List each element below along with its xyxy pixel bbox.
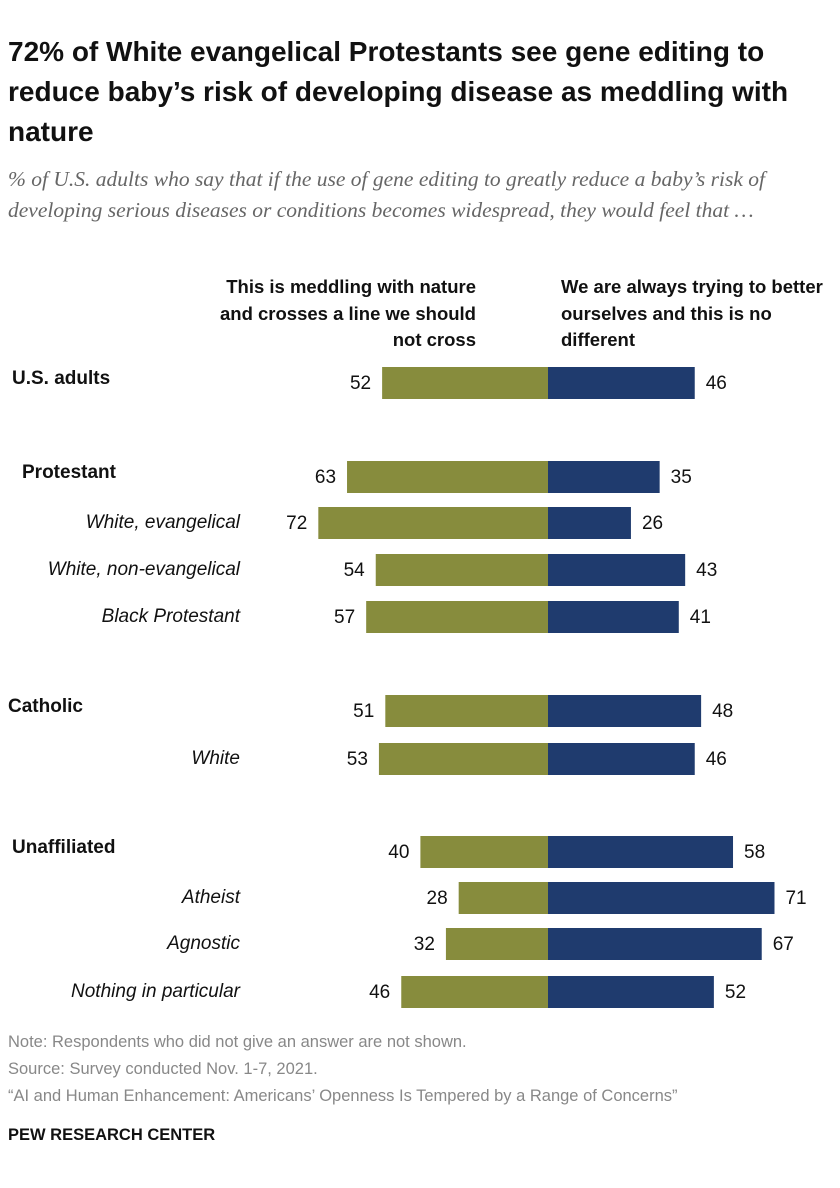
bar: [366, 601, 548, 633]
chart-title: 72% of White evangelical Protestants see…: [8, 36, 789, 147]
category-label: Agnostic: [166, 933, 240, 954]
value-label: 53: [347, 749, 368, 770]
bar: [318, 507, 548, 539]
bar: [548, 976, 714, 1008]
bar: [420, 836, 548, 868]
category-label: White: [191, 748, 240, 769]
bar: [548, 601, 679, 633]
bar: [548, 554, 686, 586]
category-label: Protestant: [22, 462, 117, 483]
bar: [401, 976, 548, 1008]
bar: [458, 882, 548, 914]
bar: [548, 928, 762, 960]
value-label: 43: [696, 560, 717, 581]
value-label: 41: [690, 607, 711, 628]
source: Source: Survey conducted Nov. 1-7, 2021.: [8, 1060, 318, 1078]
category-label: White, non-evangelical: [48, 559, 241, 580]
value-label: 46: [369, 982, 390, 1003]
category-label: Catholic: [8, 696, 83, 717]
bar: [548, 836, 734, 868]
value-label: 46: [706, 373, 727, 394]
value-label: 72: [286, 513, 307, 534]
legend-entry: This is meddling with nature and crosses…: [219, 276, 476, 350]
legend-entry: We are always trying to better ourselves…: [561, 276, 823, 350]
category-label: Atheist: [181, 887, 241, 908]
bar: [548, 507, 631, 539]
bar: [445, 928, 548, 960]
value-label: 26: [642, 513, 663, 534]
value-label: 48: [712, 701, 733, 722]
chart-subtitle: % of U.S. adults who say that if the use…: [8, 167, 765, 222]
category-label: White, evangelical: [86, 512, 241, 533]
bar: [548, 882, 775, 914]
value-label: 57: [334, 607, 355, 628]
value-label: 52: [350, 373, 371, 394]
category-label: Black Protestant: [102, 606, 241, 627]
bar: [548, 695, 702, 727]
bar: [375, 554, 548, 586]
credit: PEW RESEARCH CENTER: [8, 1126, 216, 1144]
category-label: U.S. adults: [12, 368, 110, 389]
value-label: 51: [353, 701, 374, 722]
value-label: 40: [388, 842, 409, 863]
value-label: 28: [427, 888, 448, 909]
bar: [347, 461, 548, 493]
category-label: Nothing in particular: [71, 981, 241, 1002]
bar: [548, 461, 660, 493]
value-label: 35: [671, 467, 692, 488]
value-label: 58: [744, 842, 765, 863]
value-label: 67: [773, 934, 794, 955]
value-label: 63: [315, 467, 336, 488]
bar: [548, 367, 695, 399]
value-label: 71: [785, 888, 806, 909]
note: Note: Respondents who did not give an an…: [8, 1033, 467, 1051]
value-label: 52: [725, 982, 746, 1003]
bar: [548, 743, 695, 775]
value-label: 54: [344, 560, 366, 581]
value-label: 46: [706, 749, 727, 770]
report-title: “AI and Human Enhancement: Americans’ Op…: [8, 1087, 678, 1105]
bar: [385, 695, 548, 727]
value-label: 32: [414, 934, 435, 955]
category-label: Unaffiliated: [12, 837, 115, 858]
bar: [382, 367, 548, 399]
bar: [378, 743, 548, 775]
